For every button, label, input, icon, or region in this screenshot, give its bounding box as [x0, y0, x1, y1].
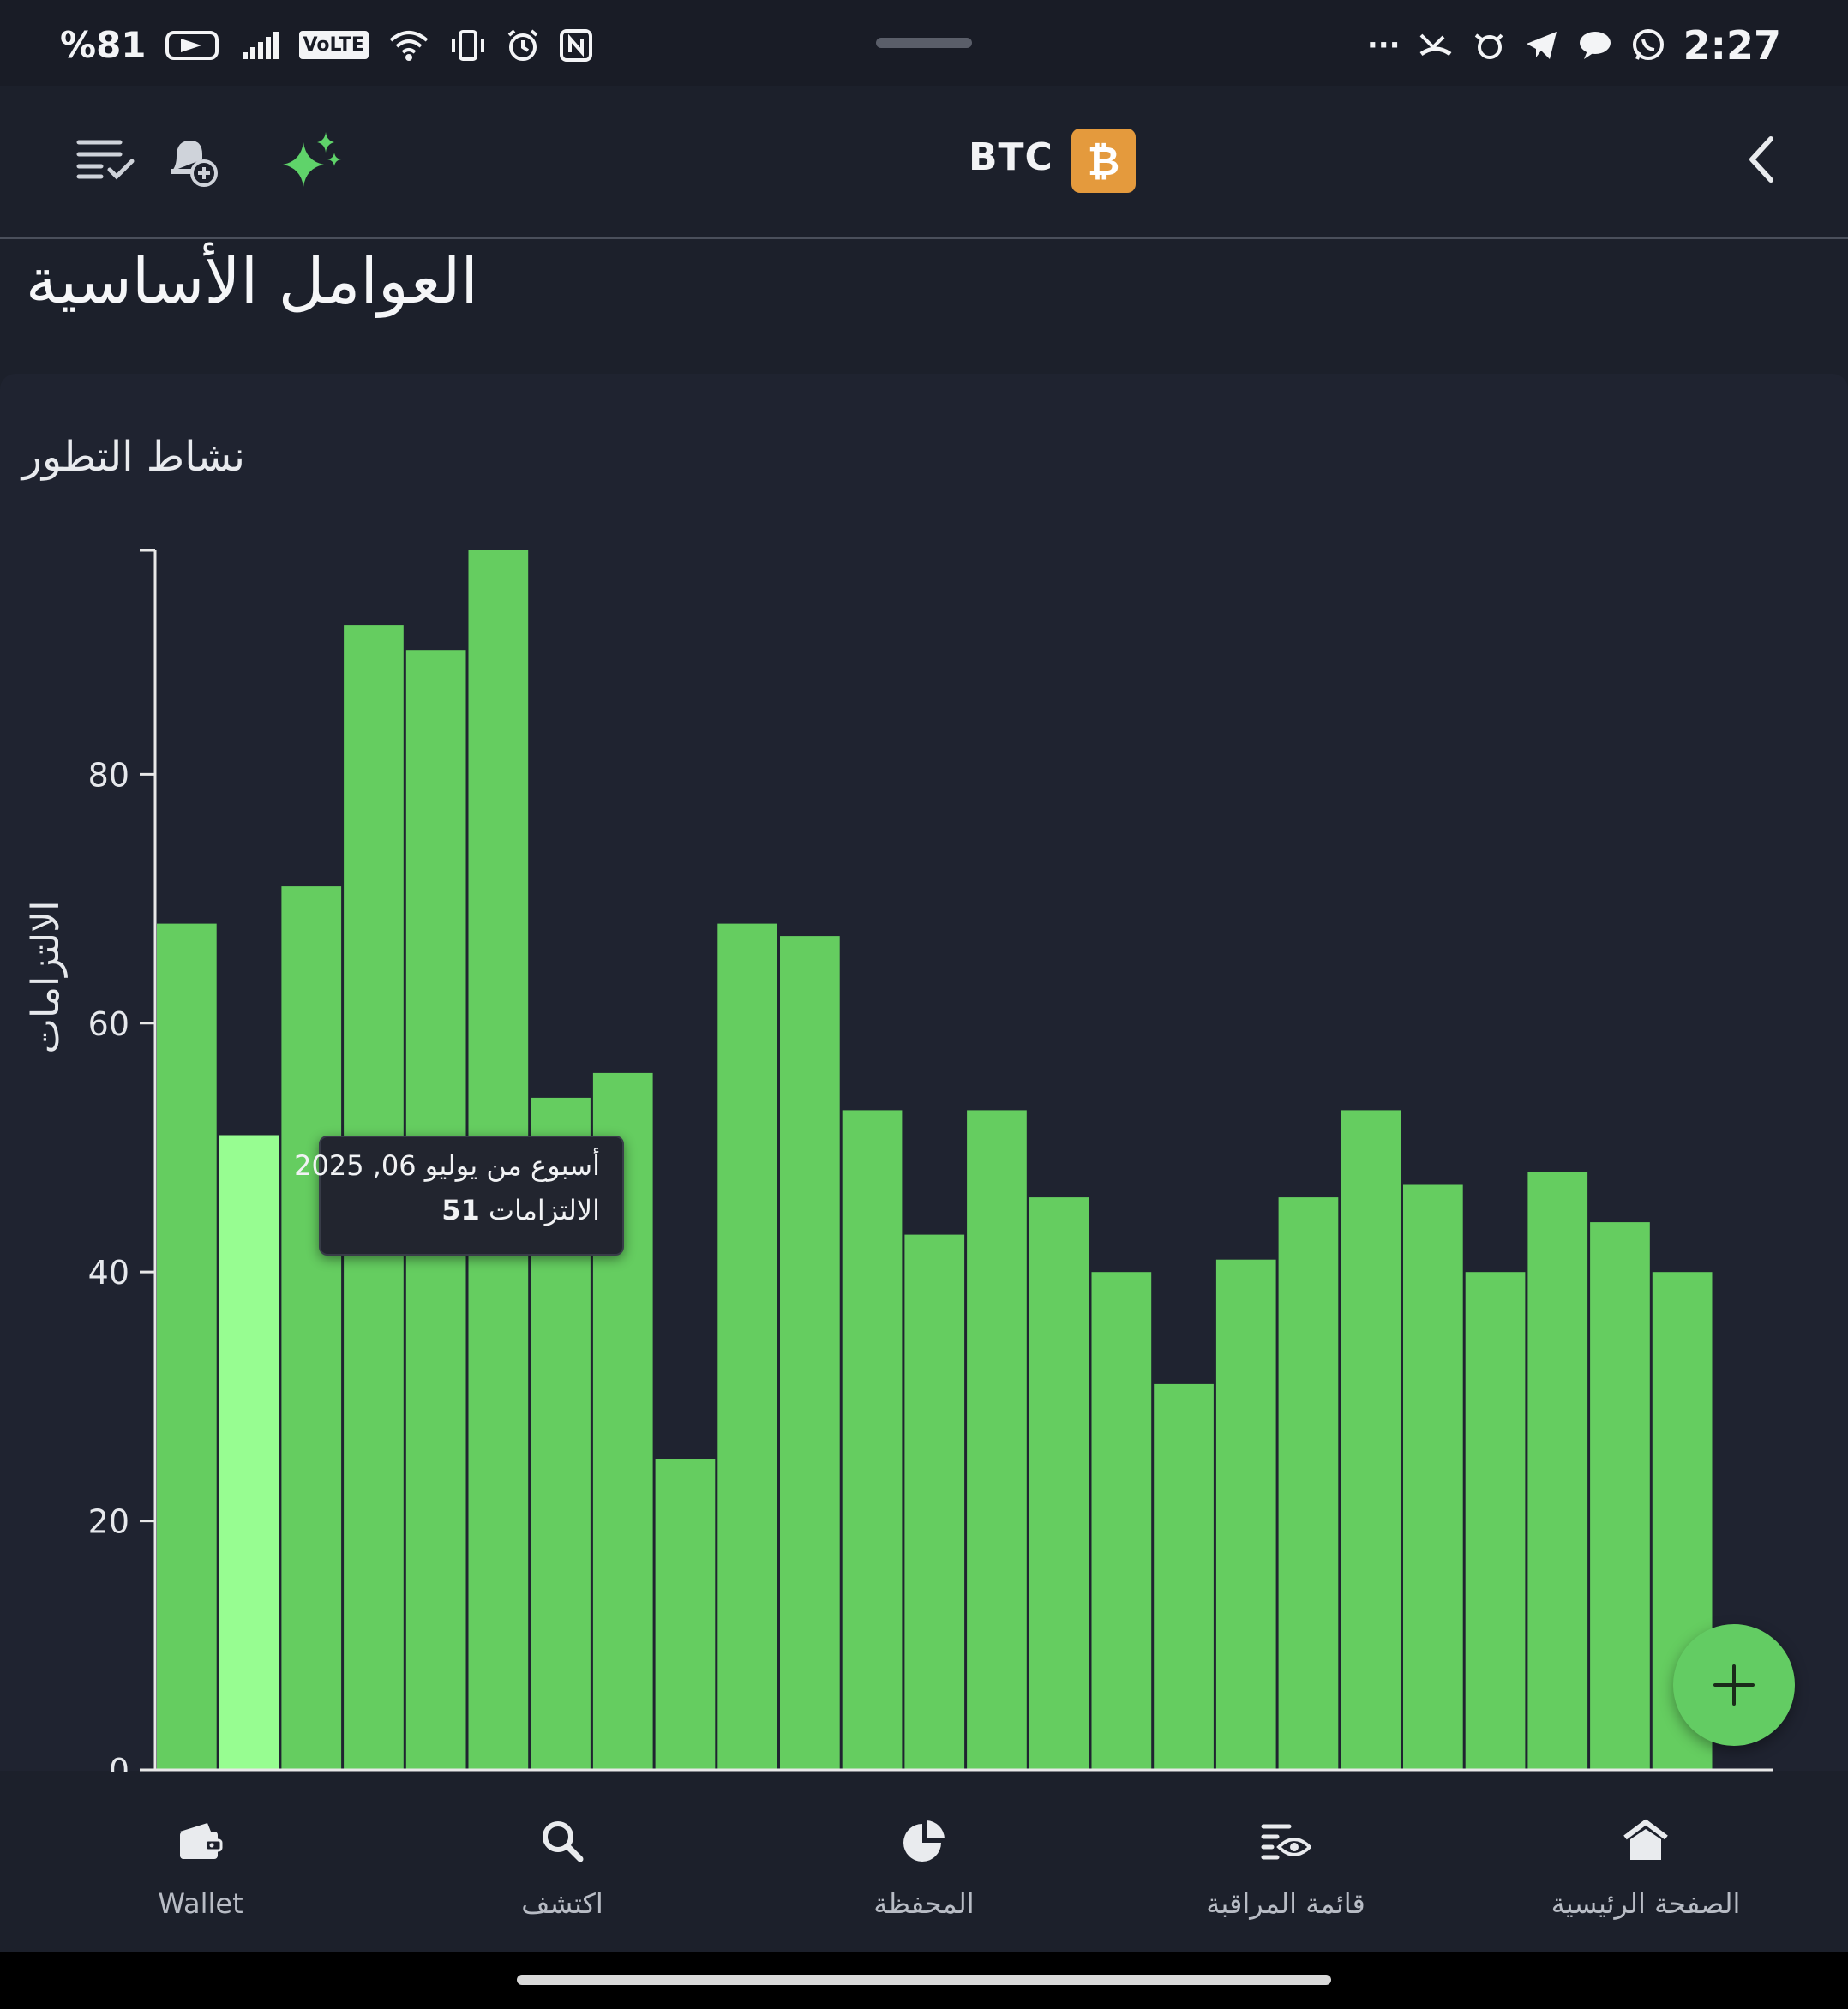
signal-icon [241, 30, 280, 61]
telegram-icon [1524, 28, 1560, 63]
checklist-icon[interactable] [75, 137, 135, 182]
missed-call-icon [1418, 28, 1454, 63]
tooltip-date: أسبوع من يوليو 06, 2025 [294, 1149, 600, 1182]
y-tick-label: 80 [88, 756, 129, 794]
nav-item-portfolio[interactable]: المحفظة [795, 1808, 1053, 1920]
home-icon [1517, 1808, 1774, 1874]
more-notifications-icon: ··· [1366, 28, 1401, 63]
bitcoin-logo-icon: ₿ [1071, 129, 1136, 193]
bell-plus-icon[interactable] [165, 134, 219, 189]
nav-item-watchlist[interactable]: قائمة المراقبة [1157, 1808, 1414, 1920]
nav-item-wallet[interactable]: Wallet [72, 1808, 329, 1920]
app-notification-icon [1471, 28, 1507, 63]
add-fab-button[interactable] [1673, 1624, 1795, 1746]
chart-tooltip: أسبوع من يوليو 06, 2025 الالتزامات 51 [294, 1136, 624, 1256]
bar-highlighted[interactable] [219, 1135, 279, 1771]
dev-activity-chart: 0 20 40 60 80 [88, 549, 1773, 1774]
nav-label-portfolio: المحفظة [873, 1887, 975, 1920]
tooltip-value: 51 [441, 1194, 480, 1226]
bar[interactable] [1341, 1110, 1401, 1770]
bar[interactable] [717, 923, 777, 1770]
bar[interactable] [780, 936, 840, 1770]
sparkles-icon[interactable] [279, 129, 345, 194]
status-left: %81 VoLTE [60, 24, 593, 66]
nav-item-home[interactable]: الصفحة الرئيسية [1517, 1808, 1774, 1920]
bar[interactable] [157, 923, 217, 1770]
bar[interactable] [904, 1234, 965, 1770]
bar[interactable] [1403, 1184, 1463, 1771]
status-right: ··· 2:27 [1367, 22, 1781, 69]
bar[interactable] [1465, 1272, 1526, 1770]
tooltip-value-row: الالتزامات 51 [343, 1194, 600, 1226]
whatsapp-icon [1630, 28, 1666, 63]
nav-label-watchlist: قائمة المراقبة [1206, 1887, 1365, 1920]
gesture-handle[interactable] [517, 1975, 1331, 1985]
nav-item-discover[interactable]: اكتشف [434, 1808, 691, 1920]
nav-label-home: الصفحة الرئيسية [1551, 1887, 1741, 1920]
bar[interactable] [281, 886, 342, 1770]
bar[interactable] [842, 1110, 903, 1770]
card-title: نشاط التطور [21, 433, 245, 481]
vibrate-icon [449, 28, 487, 63]
clock-time: 2:27 [1683, 22, 1781, 69]
y-tick-label: 60 [88, 1005, 129, 1043]
bar[interactable] [655, 1459, 716, 1770]
bar[interactable] [1029, 1197, 1089, 1770]
app-header [0, 86, 1848, 239]
section-title: العوامل الأساسية [25, 244, 478, 318]
bar[interactable] [967, 1110, 1027, 1770]
tooltip-label: الالتزامات [488, 1194, 600, 1226]
wifi-icon [387, 28, 430, 63]
wallet-icon [72, 1808, 329, 1874]
battery-saver-icon [165, 30, 222, 61]
bar[interactable] [1590, 1222, 1650, 1770]
y-tick-label: 0 [109, 1752, 129, 1774]
bar[interactable] [1278, 1197, 1339, 1770]
bottom-navigation [0, 1772, 1848, 1952]
plus-icon [1713, 1664, 1755, 1706]
bar[interactable] [1091, 1272, 1152, 1770]
y-axis-label: الالتزامات [24, 900, 68, 1054]
nav-label-discover: اكتشف [521, 1887, 603, 1920]
nfc-icon [559, 28, 593, 63]
chat-bubble-icon [1577, 28, 1613, 63]
bar[interactable] [1527, 1172, 1588, 1770]
nav-label-wallet: Wallet [158, 1887, 243, 1920]
search-icon [434, 1808, 691, 1874]
volte-icon: VoLTE [298, 31, 369, 59]
bar[interactable] [1215, 1259, 1276, 1770]
bar[interactable] [1154, 1383, 1214, 1770]
status-bar: %81 VoLTE ··· [0, 0, 1848, 86]
battery-percent: %81 [60, 24, 147, 66]
y-tick-label: 40 [88, 1254, 129, 1292]
y-tick-label: 20 [88, 1503, 129, 1541]
watchlist-eye-icon [1157, 1808, 1414, 1874]
pie-chart-icon [795, 1808, 1053, 1874]
chevron-left-icon[interactable] [1743, 134, 1778, 185]
coin-title: BTC [969, 135, 1053, 179]
status-pill [876, 38, 972, 48]
alarm-icon [506, 28, 540, 63]
